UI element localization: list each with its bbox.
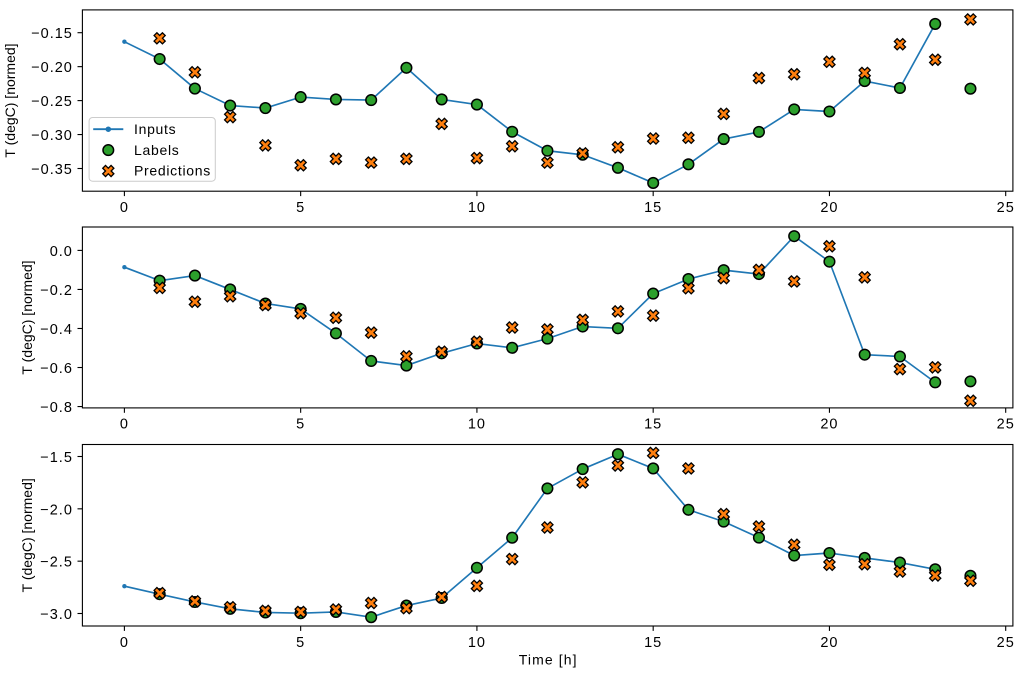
svg-text:5: 5 <box>296 635 305 651</box>
svg-text:−2.0: −2.0 <box>40 502 73 518</box>
svg-text:15: 15 <box>644 417 662 433</box>
svg-text:−0.4: −0.4 <box>40 322 73 338</box>
svg-text:25: 25 <box>997 417 1015 433</box>
svg-text:−2.5: −2.5 <box>40 555 73 571</box>
svg-text:−3.0: −3.0 <box>40 607 73 623</box>
svg-text:T (degC) [normed]: T (degC) [normed] <box>19 478 35 592</box>
svg-text:Labels: Labels <box>134 142 179 158</box>
svg-text:−0.30: −0.30 <box>31 128 73 144</box>
svg-text:T (degC) [normed]: T (degC) [normed] <box>2 43 18 157</box>
svg-text:5: 5 <box>296 200 305 216</box>
svg-text:−0.6: −0.6 <box>40 361 73 377</box>
svg-text:T (degC) [normed]: T (degC) [normed] <box>19 260 35 374</box>
svg-text:−0.15: −0.15 <box>31 26 73 42</box>
svg-text:−0.20: −0.20 <box>31 60 73 76</box>
svg-text:15: 15 <box>644 200 662 216</box>
svg-text:20: 20 <box>820 635 838 651</box>
svg-text:0: 0 <box>120 417 129 433</box>
svg-text:−0.35: −0.35 <box>31 162 73 178</box>
svg-text:10: 10 <box>468 200 486 216</box>
svg-text:25: 25 <box>997 200 1015 216</box>
svg-text:10: 10 <box>468 635 486 651</box>
svg-text:Predictions: Predictions <box>134 163 211 179</box>
svg-text:20: 20 <box>820 200 838 216</box>
svg-text:10: 10 <box>468 417 486 433</box>
svg-text:5: 5 <box>296 417 305 433</box>
svg-text:−1.5: −1.5 <box>40 450 73 466</box>
svg-text:−0.25: −0.25 <box>31 94 73 110</box>
svg-text:Inputs: Inputs <box>134 121 176 137</box>
svg-text:20: 20 <box>820 417 838 433</box>
svg-text:25: 25 <box>997 635 1015 651</box>
svg-text:−0.2: −0.2 <box>40 283 73 299</box>
svg-text:0: 0 <box>120 635 129 651</box>
svg-text:Time [h]: Time [h] <box>519 652 578 668</box>
svg-text:15: 15 <box>644 635 662 651</box>
svg-text:0: 0 <box>120 200 129 216</box>
svg-text:−0.8: −0.8 <box>40 400 73 416</box>
svg-text:0.0: 0.0 <box>50 244 73 260</box>
